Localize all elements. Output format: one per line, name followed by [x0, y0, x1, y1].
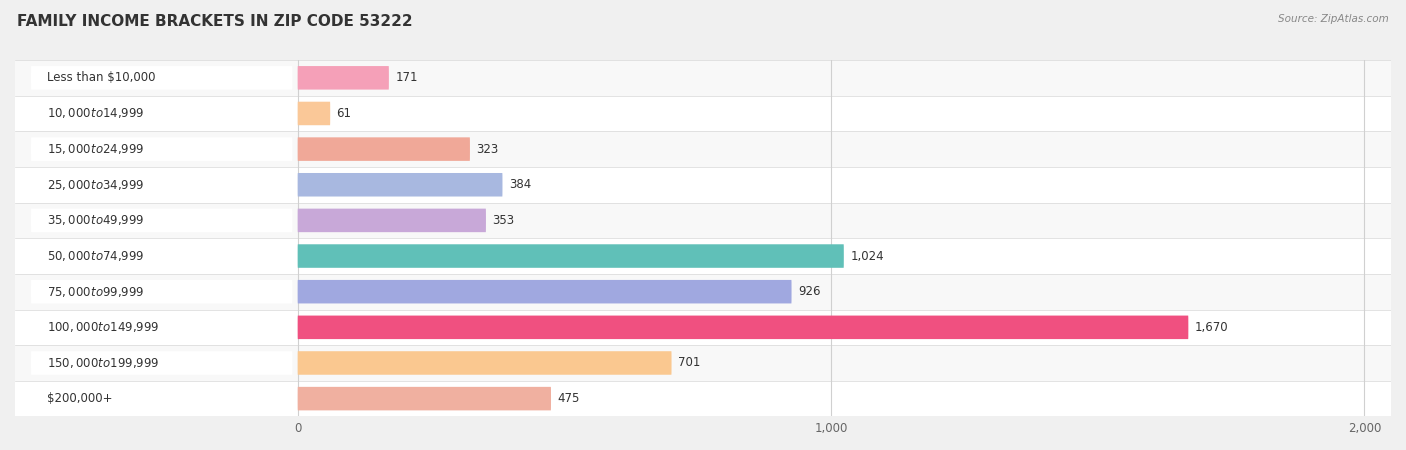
Text: Source: ZipAtlas.com: Source: ZipAtlas.com: [1278, 14, 1389, 23]
Bar: [15, 310, 1391, 345]
Text: 701: 701: [678, 356, 700, 369]
FancyBboxPatch shape: [298, 315, 1188, 339]
Text: 353: 353: [492, 214, 515, 227]
Text: $25,000 to $34,999: $25,000 to $34,999: [46, 178, 145, 192]
FancyBboxPatch shape: [298, 351, 672, 375]
Text: $15,000 to $24,999: $15,000 to $24,999: [46, 142, 145, 156]
Bar: [15, 202, 1391, 238]
FancyBboxPatch shape: [298, 280, 792, 303]
FancyBboxPatch shape: [31, 137, 292, 161]
Bar: [15, 96, 1391, 131]
Bar: [15, 60, 1391, 96]
Bar: [15, 274, 1391, 310]
Text: 1,670: 1,670: [1195, 321, 1229, 334]
FancyBboxPatch shape: [31, 102, 292, 125]
Text: $150,000 to $199,999: $150,000 to $199,999: [46, 356, 159, 370]
FancyBboxPatch shape: [298, 137, 470, 161]
FancyBboxPatch shape: [31, 244, 292, 268]
FancyBboxPatch shape: [298, 66, 389, 90]
FancyBboxPatch shape: [31, 315, 292, 339]
Text: $35,000 to $49,999: $35,000 to $49,999: [46, 213, 145, 227]
FancyBboxPatch shape: [298, 173, 502, 197]
Bar: [15, 131, 1391, 167]
FancyBboxPatch shape: [31, 387, 292, 410]
Bar: [15, 345, 1391, 381]
Text: $75,000 to $99,999: $75,000 to $99,999: [46, 285, 145, 299]
FancyBboxPatch shape: [31, 280, 292, 303]
Text: 384: 384: [509, 178, 531, 191]
Text: 475: 475: [557, 392, 579, 405]
Bar: [15, 238, 1391, 274]
Text: Less than $10,000: Less than $10,000: [46, 71, 156, 84]
Text: $50,000 to $74,999: $50,000 to $74,999: [46, 249, 145, 263]
Text: $10,000 to $14,999: $10,000 to $14,999: [46, 107, 145, 121]
Text: $100,000 to $149,999: $100,000 to $149,999: [46, 320, 159, 334]
FancyBboxPatch shape: [31, 66, 292, 90]
FancyBboxPatch shape: [298, 102, 330, 125]
Text: FAMILY INCOME BRACKETS IN ZIP CODE 53222: FAMILY INCOME BRACKETS IN ZIP CODE 53222: [17, 14, 412, 28]
Text: $200,000+: $200,000+: [46, 392, 112, 405]
FancyBboxPatch shape: [298, 387, 551, 410]
FancyBboxPatch shape: [31, 209, 292, 232]
FancyBboxPatch shape: [298, 209, 486, 232]
FancyBboxPatch shape: [31, 351, 292, 375]
FancyBboxPatch shape: [298, 244, 844, 268]
Bar: [15, 167, 1391, 202]
Bar: [15, 381, 1391, 416]
Text: 61: 61: [336, 107, 352, 120]
Text: 1,024: 1,024: [851, 250, 884, 262]
Text: 323: 323: [477, 143, 499, 156]
Text: 926: 926: [799, 285, 821, 298]
Text: 171: 171: [395, 71, 418, 84]
FancyBboxPatch shape: [31, 173, 292, 197]
